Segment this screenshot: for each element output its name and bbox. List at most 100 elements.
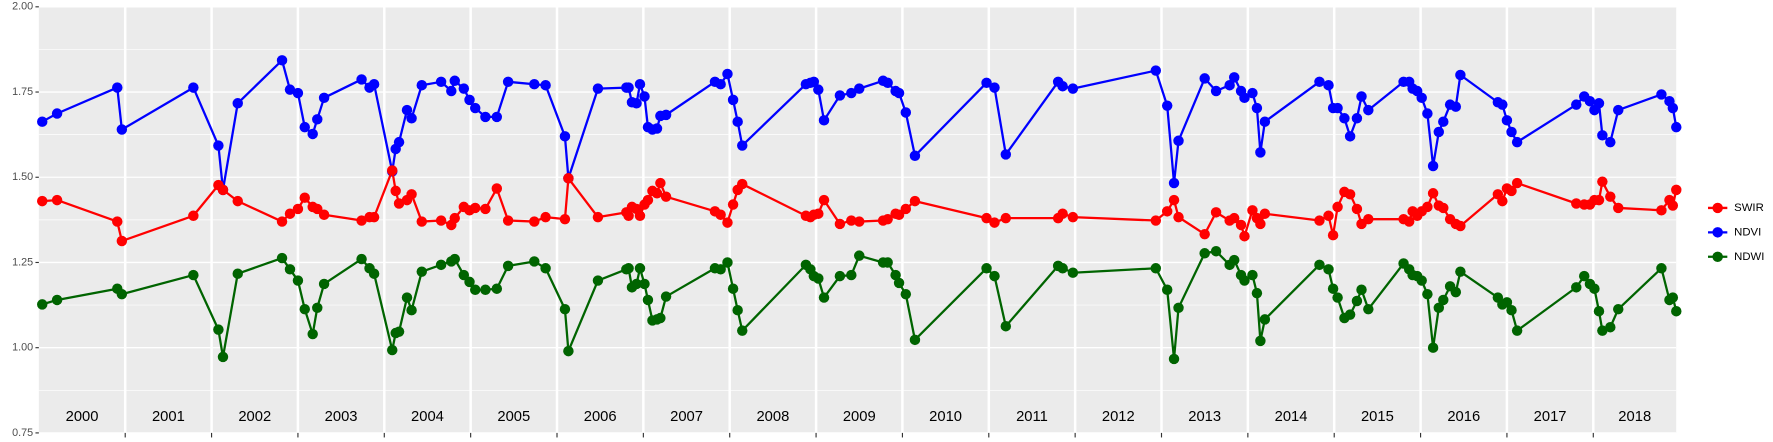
data-point bbox=[1497, 99, 1508, 110]
data-point bbox=[390, 185, 401, 197]
data-point bbox=[1667, 102, 1679, 114]
data-point bbox=[818, 194, 830, 206]
data-point bbox=[1667, 292, 1679, 303]
data-point bbox=[51, 294, 63, 306]
data-point bbox=[51, 108, 63, 119]
data-point bbox=[1247, 87, 1258, 99]
data-point bbox=[1161, 100, 1173, 111]
data-point bbox=[356, 253, 367, 265]
year-label: 2002 bbox=[238, 409, 271, 425]
data-point bbox=[116, 124, 128, 135]
data-point bbox=[1251, 287, 1263, 299]
y-tick-label: 0.75 bbox=[12, 427, 33, 439]
data-point bbox=[1671, 121, 1682, 133]
year-label: 2018 bbox=[1618, 409, 1651, 425]
data-point bbox=[1656, 89, 1667, 100]
data-point bbox=[37, 116, 48, 127]
data-point bbox=[464, 276, 475, 288]
data-point bbox=[1199, 73, 1210, 84]
data-point bbox=[1259, 314, 1271, 325]
data-point bbox=[655, 312, 666, 324]
data-point bbox=[1427, 160, 1439, 172]
data-point bbox=[1422, 288, 1433, 300]
data-point bbox=[502, 76, 514, 88]
data-point bbox=[642, 194, 654, 206]
data-point bbox=[813, 208, 824, 219]
data-point bbox=[727, 283, 739, 294]
data-point bbox=[1656, 263, 1667, 274]
data-point bbox=[722, 68, 733, 80]
data-point bbox=[1589, 283, 1600, 294]
data-point bbox=[387, 344, 398, 356]
data-point bbox=[1422, 201, 1433, 213]
data-point bbox=[401, 292, 413, 303]
data-point bbox=[1656, 205, 1667, 216]
data-point bbox=[112, 82, 123, 93]
data-point bbox=[890, 269, 901, 281]
data-point bbox=[284, 208, 296, 219]
data-point bbox=[540, 211, 551, 223]
data-point bbox=[502, 215, 514, 226]
data-point bbox=[1422, 108, 1433, 119]
data-point bbox=[318, 209, 330, 220]
data-point bbox=[1613, 303, 1624, 315]
data-point bbox=[1416, 275, 1427, 286]
data-point bbox=[1161, 284, 1173, 295]
legend-label: SWIR bbox=[1734, 202, 1764, 214]
data-point bbox=[854, 250, 865, 261]
data-point bbox=[1168, 177, 1180, 189]
data-point bbox=[1506, 126, 1517, 138]
data-point bbox=[1057, 208, 1068, 219]
year-label: 2017 bbox=[1534, 409, 1567, 425]
data-point bbox=[469, 102, 481, 114]
data-point bbox=[727, 199, 739, 210]
year-label: 2014 bbox=[1275, 409, 1308, 425]
data-point bbox=[818, 292, 830, 303]
data-point bbox=[559, 213, 571, 225]
data-point bbox=[1255, 218, 1266, 230]
y-tick-label: 2.00 bbox=[12, 1, 33, 13]
data-point bbox=[1067, 83, 1079, 94]
data-point bbox=[846, 215, 857, 226]
data-point bbox=[435, 76, 447, 88]
data-point bbox=[1173, 135, 1184, 147]
data-point bbox=[1593, 194, 1605, 206]
legend-label: NDWI bbox=[1734, 251, 1764, 263]
data-point bbox=[292, 87, 304, 99]
data-point bbox=[1450, 101, 1462, 112]
data-point bbox=[893, 277, 905, 289]
data-point bbox=[1344, 189, 1356, 200]
data-point bbox=[1501, 115, 1513, 126]
data-point bbox=[634, 210, 646, 221]
data-point bbox=[1323, 264, 1334, 275]
data-point bbox=[540, 79, 551, 91]
data-point bbox=[1173, 302, 1184, 314]
y-tick-label: 1.75 bbox=[12, 86, 33, 98]
data-point bbox=[1427, 188, 1439, 199]
data-point bbox=[1671, 184, 1682, 196]
data-point bbox=[491, 111, 503, 123]
data-point bbox=[813, 84, 824, 95]
data-point bbox=[846, 87, 857, 99]
year-label: 2008 bbox=[756, 409, 789, 425]
data-point bbox=[188, 210, 199, 221]
data-point bbox=[416, 79, 427, 91]
data-point bbox=[1438, 116, 1449, 127]
data-point bbox=[368, 268, 380, 279]
legend-key bbox=[1712, 251, 1723, 263]
data-point bbox=[732, 116, 743, 127]
data-point bbox=[1332, 201, 1343, 213]
data-point bbox=[715, 209, 726, 220]
data-point bbox=[1597, 130, 1608, 141]
data-point bbox=[1511, 325, 1523, 336]
data-point bbox=[1173, 211, 1184, 223]
data-point bbox=[1235, 219, 1247, 231]
data-point bbox=[299, 303, 310, 315]
data-point bbox=[732, 304, 743, 316]
data-point bbox=[217, 184, 229, 196]
data-point bbox=[834, 218, 846, 230]
data-point bbox=[1255, 147, 1266, 158]
year-label: 2009 bbox=[843, 409, 876, 425]
data-point bbox=[1259, 208, 1271, 219]
data-point bbox=[909, 150, 921, 162]
